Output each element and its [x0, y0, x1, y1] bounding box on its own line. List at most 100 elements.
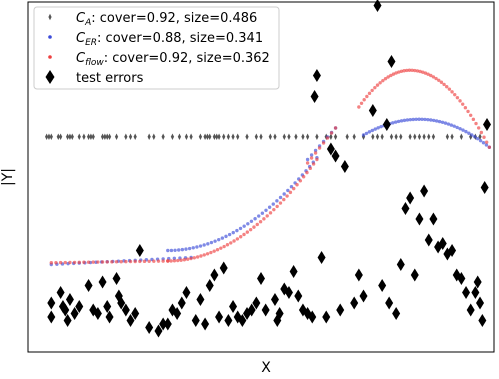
point-1-114	[473, 135, 477, 139]
point-1-44	[231, 230, 235, 235]
point-1-58	[282, 192, 286, 196]
point-2-27	[169, 259, 173, 263]
point-2-62	[285, 194, 289, 198]
point-3-19	[126, 314, 135, 327]
point-2-55	[262, 217, 266, 221]
point-0-43	[273, 133, 277, 140]
point-0-2	[49, 133, 53, 140]
point-1-43	[227, 232, 232, 237]
point-3-69	[378, 279, 387, 292]
point-1-102	[437, 119, 442, 124]
point-2-24	[161, 259, 165, 263]
point-1-56	[275, 199, 279, 203]
legend-marker-ca	[48, 13, 52, 21]
point-1-48	[246, 222, 250, 226]
point-3-88	[462, 286, 471, 299]
point-2-125	[476, 126, 481, 130]
point-2-26	[166, 259, 170, 263]
point-0-44	[282, 133, 286, 140]
point-2-70	[311, 162, 316, 166]
legend-label-cflow: Cflow: cover=0.92, size=0.362	[76, 51, 270, 68]
point-3-83	[438, 237, 447, 250]
point-2-84	[367, 91, 372, 96]
x-axis-label: X	[261, 360, 271, 376]
point-0-11	[89, 133, 93, 140]
point-1-80	[373, 127, 377, 131]
point-2-14	[114, 260, 119, 264]
point-0-69	[450, 133, 454, 140]
point-2-61	[282, 197, 286, 202]
point-0-33	[215, 133, 219, 140]
point-0-67	[431, 133, 436, 140]
point-2-68	[305, 170, 309, 175]
point-3-67	[368, 104, 377, 117]
point-2-76	[321, 141, 326, 145]
point-0-66	[427, 133, 431, 140]
point-1-53	[264, 208, 268, 212]
point-0-70	[459, 133, 463, 140]
point-3-71	[385, 296, 394, 310]
legend-label-cer: CER: cover=0.88, size=0.341	[76, 31, 263, 48]
point-1-45	[235, 228, 239, 233]
point-2-80	[357, 105, 361, 109]
point-0-41	[259, 133, 263, 140]
point-2-52	[252, 225, 256, 229]
point-2-129	[487, 145, 492, 149]
point-3-52	[294, 289, 303, 303]
legend-box	[33, 6, 280, 90]
point-3-58	[317, 251, 326, 264]
point-1-34	[195, 245, 199, 249]
point-3-66	[359, 289, 368, 303]
point-3-63	[340, 160, 349, 173]
point-3-75	[401, 202, 410, 215]
point-2-85	[370, 88, 374, 93]
point-2-0	[49, 261, 53, 265]
point-2-17	[128, 259, 133, 264]
point-1-28	[173, 248, 177, 252]
point-0-51	[329, 133, 333, 140]
point-2-106	[426, 72, 430, 76]
point-1-78	[367, 130, 372, 134]
point-2-32	[185, 257, 190, 261]
point-1-31	[184, 247, 188, 251]
point-3-12	[98, 275, 107, 289]
legend-marker-cflow	[48, 55, 52, 59]
point-2-50	[245, 230, 250, 234]
point-3-56	[310, 90, 319, 103]
point-1-108	[455, 125, 459, 130]
point-2-38	[205, 252, 210, 256]
point-0-22	[152, 133, 156, 140]
point-1-94	[414, 117, 418, 122]
point-2-107	[429, 73, 433, 78]
point-2-45	[229, 241, 233, 245]
legend-marker-test	[45, 70, 55, 84]
point-0-57	[375, 133, 380, 140]
point-1-70	[313, 148, 318, 153]
point-2-30	[179, 258, 183, 262]
point-1-81	[376, 126, 380, 130]
point-2-121	[466, 109, 470, 114]
point-0-38	[236, 133, 240, 140]
point-3-50	[284, 286, 293, 299]
point-2-56	[265, 214, 269, 218]
point-2-90	[383, 77, 388, 81]
point-1-59	[286, 188, 290, 193]
point-2-86	[373, 85, 377, 90]
point-3-91	[473, 275, 482, 289]
point-0-7	[70, 133, 74, 140]
point-0-31	[208, 133, 212, 140]
point-2-88	[378, 81, 382, 85]
point-0-62	[408, 133, 412, 140]
point-2-12	[105, 260, 109, 264]
point-3-89	[466, 303, 475, 317]
point-3-70	[382, 118, 391, 131]
point-2-28	[172, 259, 177, 263]
point-2-29	[176, 258, 180, 263]
point-1-55	[271, 202, 275, 206]
point-2-36	[199, 254, 203, 258]
point-2-13	[110, 260, 114, 264]
point-1-111	[464, 129, 468, 134]
point-3-48	[275, 307, 284, 320]
point-2-35	[195, 255, 200, 259]
